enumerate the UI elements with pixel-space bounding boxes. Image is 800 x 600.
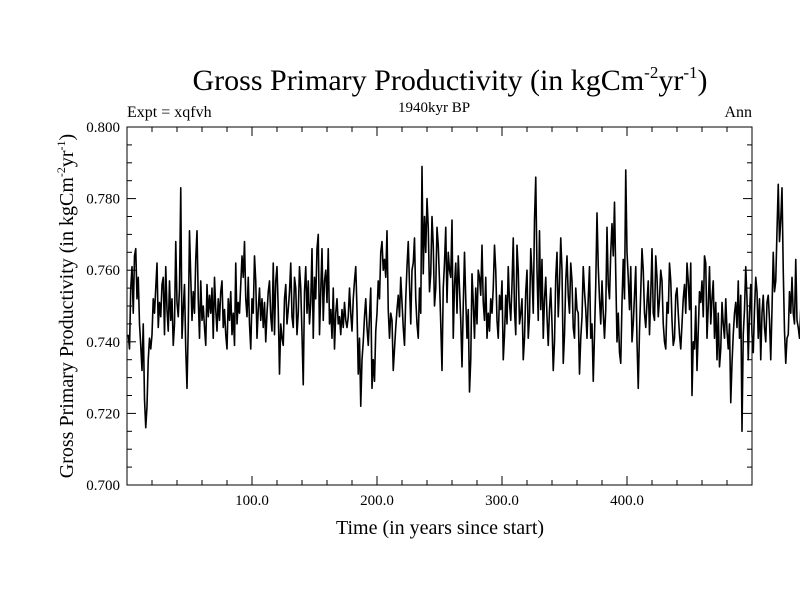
y-tick-label: 0.760	[86, 263, 120, 279]
x-axis-ticks	[151, 127, 728, 485]
y-tick-label: 0.800	[86, 120, 120, 136]
experiment-label: Expt = xqfvh	[127, 104, 212, 121]
x-tick-label: 400.0	[610, 493, 644, 509]
chart-subtitle: 1940kyr BP	[398, 100, 470, 116]
y-axis-label: Gross Primary Productivity (in kgCm-2yr-…	[54, 134, 78, 478]
series-line-gpp	[127, 165, 800, 433]
y-tick-label: 0.720	[86, 406, 120, 422]
plot-frame	[126, 126, 753, 486]
tick-labels: 0.700 0.720 0.740 0.760 0.780 0.800 100.0 200.0…	[86, 120, 644, 509]
y-tick-label: 0.740	[86, 335, 120, 351]
y-tick-label: 0.700	[86, 478, 120, 494]
y-tick-label: 0.780	[86, 192, 120, 208]
season-label: Ann	[724, 104, 752, 121]
x-tick-label: 200.0	[360, 493, 394, 509]
chart-title: Gross Primary Productivity (in kgCm-2yr-…	[193, 63, 708, 97]
x-tick-label: 100.0	[235, 493, 269, 509]
x-axis-label: Time (in years since start)	[336, 517, 544, 539]
x-tick-label: 300.0	[485, 493, 519, 509]
